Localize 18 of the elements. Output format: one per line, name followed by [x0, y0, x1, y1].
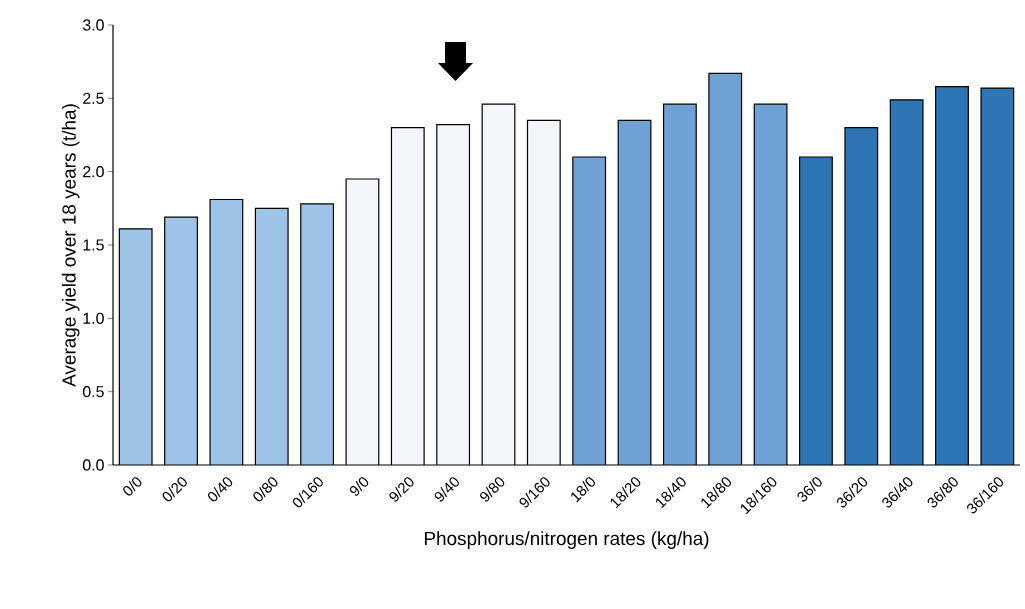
- y-tick-label: 1.5: [83, 239, 104, 251]
- x-tick-label: 36/0: [797, 477, 822, 502]
- y-tick-label: 2.5: [83, 92, 104, 104]
- y-tick-label: 0.5: [82, 386, 104, 398]
- y-tick-label: 0.0: [82, 459, 104, 471]
- x-tick-label: 0/0: [123, 477, 142, 496]
- x-tick-label: 0/40: [207, 477, 233, 502]
- y-axis-title: Average yield over 18 years (t/ha): [61, 104, 80, 387]
- x-axis-title: Phosphorus/nitrogen rates (kg/ha): [424, 531, 709, 549]
- x-tick-label: 0/20: [162, 477, 187, 502]
- y-tick-label: 1.0: [83, 312, 104, 324]
- x-tick-label: 0/80: [253, 477, 278, 502]
- x-tick-label: 9/20: [389, 477, 414, 502]
- y-tick-label: 3.0: [82, 19, 104, 31]
- x-tick-label: 9/0: [349, 477, 369, 496]
- y-tick-label: 2.0: [83, 166, 104, 178]
- x-tick-label: 9/40: [434, 477, 459, 502]
- x-tick-label: 9/80: [480, 477, 505, 502]
